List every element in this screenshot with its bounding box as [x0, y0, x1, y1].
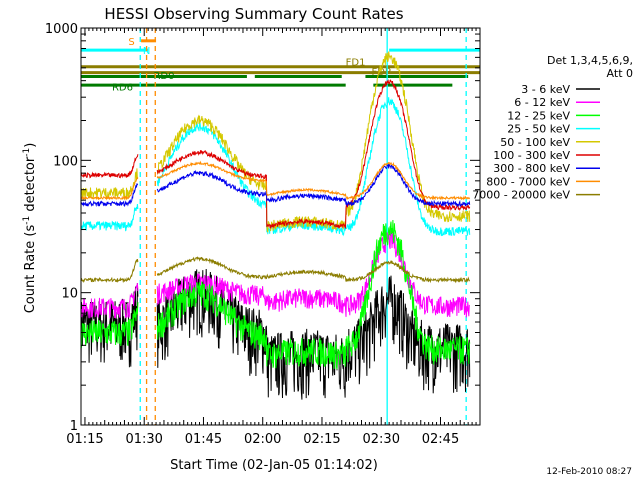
- flag-label: RD0: [153, 71, 174, 82]
- x-tick-label: 01:15: [66, 432, 103, 447]
- legend-label: 100 - 300 keV: [493, 149, 570, 162]
- legend-label: 800 - 7000 keV: [486, 175, 570, 188]
- y-tick-label: 10: [61, 287, 78, 302]
- legend-label: 300 - 800 keV: [493, 162, 570, 175]
- series-line-8: [80, 160, 471, 201]
- plot-frame: [80, 27, 481, 426]
- series-line-9: [80, 256, 471, 284]
- y-tick-label: 100: [53, 154, 78, 169]
- x-tick-label: 02:15: [303, 432, 340, 447]
- series-line-7: [80, 163, 471, 208]
- plot-area: SN FD1 FDP RD0 RD6: [80, 28, 480, 425]
- x-tick-label: 01:30: [125, 432, 162, 447]
- series-line-4: [80, 97, 471, 237]
- flag-label: N: [143, 46, 150, 57]
- x-tick-label: 02:30: [363, 432, 400, 447]
- flag-label: FDP: [371, 67, 390, 78]
- legend-label: 3 - 6 keV: [521, 83, 570, 96]
- generation-timestamp: 12-Feb-2010 08:27: [546, 467, 632, 477]
- y-axis-label: Count Rate (s-1 detector-1): [22, 143, 38, 314]
- chart-title: HESSI Observing Summary Count Rates: [104, 5, 403, 23]
- legend-label: 50 - 100 keV: [500, 136, 570, 149]
- y-tick-label: 1000: [45, 22, 78, 37]
- legend-label: 25 - 50 keV: [507, 123, 570, 136]
- legend-label: 7000 - 20000 keV: [472, 189, 570, 202]
- legend-label: 6 - 12 keV: [514, 96, 570, 109]
- x-tick-label: 01:45: [185, 432, 222, 447]
- series-line-5: [80, 51, 471, 233]
- series-line-3: [80, 219, 471, 370]
- legend-header: Det 1,3,4,5,6,9,: [547, 54, 633, 67]
- flag-label: RD6: [112, 83, 133, 94]
- flag-label: S: [128, 37, 134, 48]
- x-axis-label: Start Time (02-Jan-05 01:14:02): [170, 458, 378, 473]
- y-tick-label: 1: [70, 419, 78, 434]
- series-line-2: [80, 230, 470, 319]
- series-line-6: [80, 79, 471, 230]
- axes: 01:15 01:30 01:45 02:00 02:15 02:30 02:45 1 10 10…: [45, 22, 480, 447]
- legend-header: Att 0: [607, 67, 633, 80]
- x-tick-label: 02:00: [244, 432, 281, 447]
- legend-label: 12 - 25 keV: [507, 109, 570, 122]
- x-tick-label: 02:45: [422, 432, 459, 447]
- flag-label: FD1: [346, 57, 366, 68]
